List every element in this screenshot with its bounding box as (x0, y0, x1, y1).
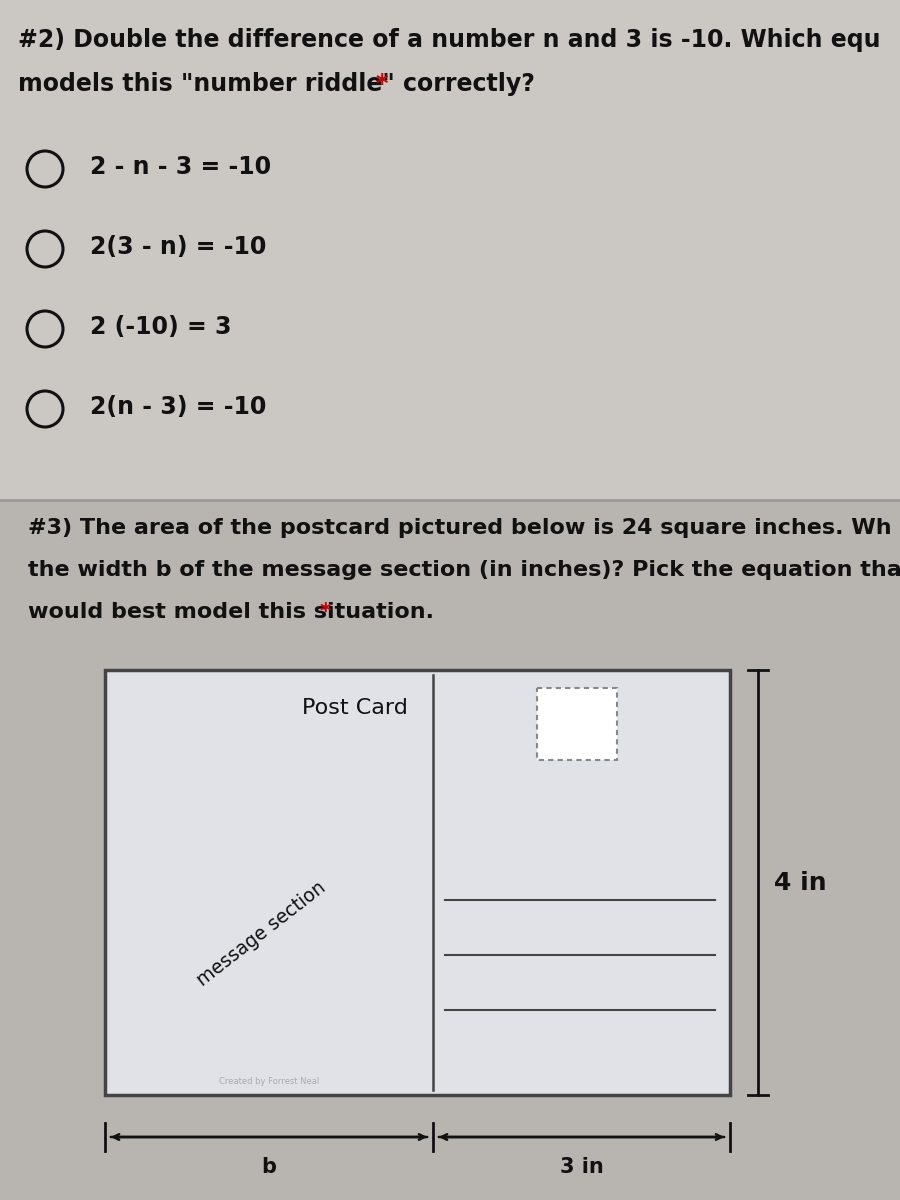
Text: #2) Double the difference of a number n and 3 is -10. Which equ: #2) Double the difference of a number n … (18, 28, 880, 52)
Text: would best model this situation.: would best model this situation. (28, 602, 442, 622)
Text: #3) The area of the postcard pictured below is 24 square inches. Wh: #3) The area of the postcard pictured be… (28, 518, 892, 538)
Bar (537, 688, 617, 760)
Text: Post Card: Post Card (302, 698, 408, 718)
Bar (0, 0, 900, 500)
Text: 2 - n - 3 = -10: 2 - n - 3 = -10 (90, 155, 271, 179)
Text: the width b of the message section (in inches)? Pick the equation tha: the width b of the message section (in i… (28, 560, 900, 580)
Text: 2(n - 3) = -10: 2(n - 3) = -10 (90, 395, 266, 419)
Bar (105, 670, 730, 1094)
Bar (0, 500, 900, 1200)
Text: models this "number riddle" correctly?: models this "number riddle" correctly? (18, 72, 543, 96)
Text: b: b (262, 1157, 276, 1177)
Text: 2 (-10) = 3: 2 (-10) = 3 (90, 314, 231, 338)
Text: Created by Forrest Neal: Created by Forrest Neal (219, 1078, 320, 1086)
Text: *: * (320, 602, 331, 622)
Text: 3 in: 3 in (560, 1157, 603, 1177)
Text: 2(3 - n) = -10: 2(3 - n) = -10 (90, 235, 266, 259)
Text: *: * (375, 72, 388, 96)
Text: message section: message section (194, 877, 329, 990)
Text: 4 in: 4 in (774, 870, 826, 894)
